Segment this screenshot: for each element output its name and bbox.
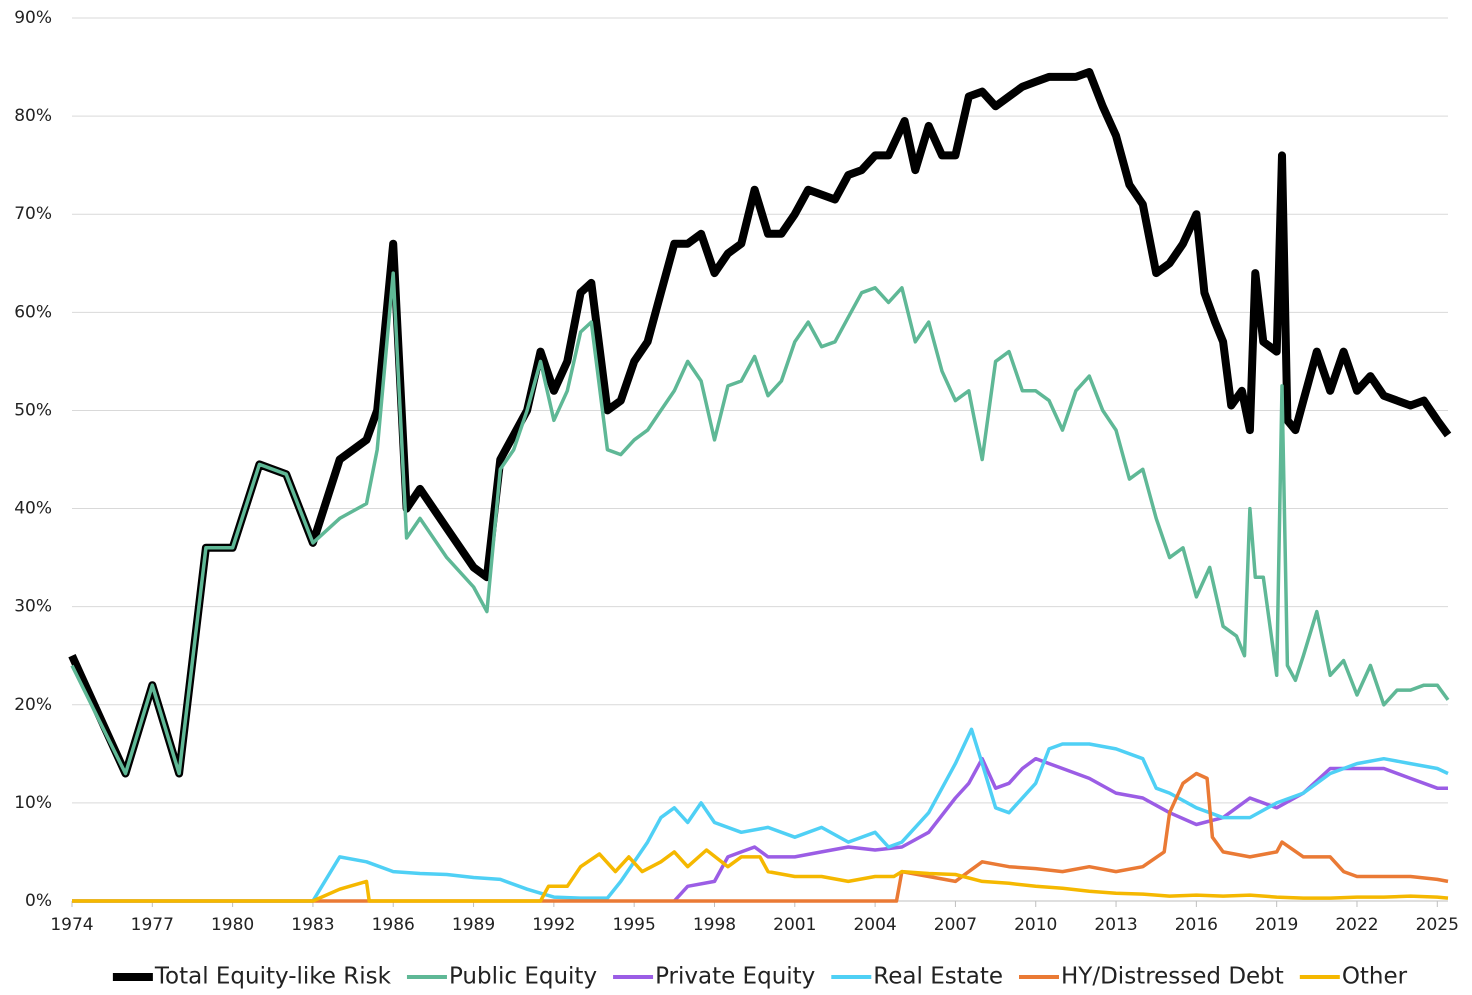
x-tick-label: 1995 bbox=[613, 915, 656, 935]
x-tick-label: 1986 bbox=[372, 915, 415, 935]
legend-label: Real Estate bbox=[873, 964, 1003, 990]
x-tick-label: 2013 bbox=[1094, 915, 1137, 935]
legend-label: Total Equity-like Risk bbox=[154, 964, 392, 990]
y-tick-label: 0% bbox=[25, 891, 52, 911]
y-tick-label: 20% bbox=[14, 695, 52, 715]
y-tick-label: 40% bbox=[14, 499, 52, 519]
x-tick-label: 1992 bbox=[532, 915, 575, 935]
x-tick-label: 1974 bbox=[50, 915, 93, 935]
legend-label: Public Equity bbox=[449, 964, 597, 990]
legend-label: Private Equity bbox=[655, 964, 815, 990]
x-tick-label: 2016 bbox=[1175, 915, 1218, 935]
legend-label: HY/Distressed Debt bbox=[1061, 964, 1284, 990]
y-tick-label: 80% bbox=[14, 106, 52, 126]
x-tick-label: 2019 bbox=[1255, 915, 1298, 935]
y-tick-label: 50% bbox=[14, 400, 52, 420]
series-line bbox=[72, 771, 1449, 903]
series-line bbox=[70, 271, 1450, 776]
x-tick-label: 2001 bbox=[773, 915, 816, 935]
x-tick-label: 1977 bbox=[131, 915, 174, 935]
legend-label: Other bbox=[1342, 964, 1408, 990]
series-line bbox=[72, 727, 1449, 903]
x-tick-label: 2025 bbox=[1416, 915, 1459, 935]
x-tick-label: 2007 bbox=[934, 915, 977, 935]
y-tick-label: 10% bbox=[14, 793, 52, 813]
x-tick-label: 1983 bbox=[291, 915, 334, 935]
x-tick-label: 2022 bbox=[1335, 915, 1378, 935]
x-tick-label: 1980 bbox=[211, 915, 254, 935]
x-tick-label: 1989 bbox=[452, 915, 495, 935]
series-line bbox=[68, 68, 1452, 778]
y-tick-label: 70% bbox=[14, 204, 52, 224]
y-tick-label: 30% bbox=[14, 597, 52, 617]
series-line bbox=[673, 756, 1448, 903]
x-tick-label: 2010 bbox=[1014, 915, 1057, 935]
x-tick-label: 1998 bbox=[693, 915, 736, 935]
series-line bbox=[72, 848, 1449, 903]
x-tick-label: 2004 bbox=[853, 915, 896, 935]
y-tick-label: 60% bbox=[14, 302, 52, 322]
y-tick-label: 90% bbox=[14, 8, 52, 28]
